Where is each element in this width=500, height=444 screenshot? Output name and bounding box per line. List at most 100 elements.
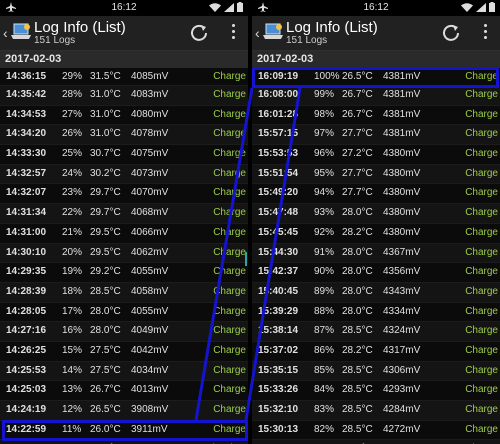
log-row[interactable]: 14:31:34 22% 29.7°C 4068mV Charge (0, 204, 248, 224)
log-row[interactable]: 15:42:37 90% 28.0°C 4356mV Charge (252, 263, 500, 283)
log-row[interactable]: 14:36:15 29% 31.5°C 4085mV Charge (0, 68, 248, 86)
airplane-icon (6, 2, 16, 12)
airplane-icon (258, 2, 268, 12)
log-row[interactable]: 14:35:42 28% 31.0°C 4083mV Charge (0, 86, 248, 106)
log-row[interactable]: 14:32:07 23% 29.7°C 4070mV Charge (0, 184, 248, 205)
log-row[interactable]: 15:39:29 88% 28.0°C 4334mV Charge (252, 303, 500, 323)
log-row[interactable]: 15:47:48 93% 28.0°C 4380mV Charge (252, 204, 500, 224)
log-time: 16:01:28 (258, 108, 299, 120)
log-row[interactable]: 14:24:19 12% 26.5°C 3908mV Charge (0, 401, 248, 421)
log-row[interactable]: 14:28:05 17% 28.0°C 4055mV Charge (0, 303, 248, 323)
log-time: 15:44:30 (258, 246, 299, 258)
log-row[interactable]: 15:40:45 89% 28.0°C 4343mV Charge (252, 282, 500, 303)
log-row[interactable]: 14:31:00 21% 29.5°C 4066mV Charge (0, 224, 248, 244)
log-temperature: 28.0°C (90, 305, 121, 317)
log-battery-percent: 27% (62, 108, 83, 120)
log-battery-percent: 12% (62, 404, 83, 415)
scroll-indicator[interactable] (245, 252, 247, 266)
log-battery-percent: 97% (314, 128, 335, 140)
log-battery-percent: 88% (314, 305, 335, 317)
log-row[interactable]: 15:28:53 81% 29.0°C 4263mV Charge (252, 440, 500, 444)
log-status: Charge (213, 266, 246, 278)
log-row[interactable]: 14:26:25 15% 27.5°C 4042mV Charge (0, 342, 248, 362)
log-row[interactable]: 15:35:15 85% 28.5°C 4306mV Charge (252, 361, 500, 382)
log-status: Charge (465, 108, 498, 120)
app-title: Log Info (List) (34, 19, 126, 36)
log-row[interactable]: 14:22:59 11% 26.0°C 3911mV Charge (0, 421, 248, 441)
log-status: Charge (465, 364, 498, 376)
refresh-icon[interactable] (442, 24, 460, 42)
log-row[interactable]: 14:34:20 26% 31.0°C 4078mV Charge (0, 125, 248, 146)
log-temperature: 26.7°C (342, 89, 373, 100)
log-voltage: 4381mV (383, 128, 421, 140)
back-arrow-icon[interactable]: ‹ (3, 25, 8, 41)
log-row[interactable]: 14:33:30 25% 30.7°C 4075mV Charge (0, 145, 248, 165)
log-row[interactable]: 15:57:15 97% 27.7°C 4381mV Charge (252, 125, 500, 146)
log-temperature: 25.7°C (90, 440, 121, 444)
log-time: 15:45:45 (258, 226, 299, 238)
log-status: Charge (465, 305, 498, 317)
log-row[interactable]: 14:22:37 10% 25.7°C 3682mV Plug (AC (0, 440, 248, 444)
log-temperature: 27.2°C (342, 148, 373, 160)
log-temperature: 28.5°C (342, 384, 373, 396)
log-row[interactable]: 14:25:03 13% 26.7°C 4013mV Charge (0, 381, 248, 401)
log-battery-percent: 95% (314, 167, 335, 179)
log-battery-percent: 19% (62, 266, 83, 278)
log-time: 14:22:37 (6, 440, 46, 444)
log-row[interactable]: 15:45:45 92% 28.2°C 4380mV Charge (252, 224, 500, 244)
log-row[interactable]: 15:30:13 82% 28.5°C 4272mV Charge (252, 421, 500, 441)
log-row[interactable]: 16:09:19 100% 26.5°C 4381mV Charge (252, 68, 500, 86)
log-temperature: 31.0°C (90, 108, 121, 120)
log-battery-percent: 94% (314, 187, 335, 199)
log-time: 15:32:10 (258, 404, 299, 415)
log-row[interactable]: 14:34:53 27% 31.0°C 4080mV Charge (0, 106, 248, 126)
log-status: Charge (213, 364, 246, 376)
log-voltage: 4068mV (131, 207, 169, 219)
log-temperature: 27.7°C (342, 128, 373, 140)
log-status: Charge (213, 285, 246, 297)
log-time: 15:57:15 (258, 128, 299, 140)
log-voltage: 4334mV (383, 305, 421, 317)
log-row[interactable]: 14:32:57 24% 30.2°C 4073mV Charge (0, 164, 248, 185)
log-time: 16:08:00 (258, 89, 299, 100)
log-row[interactable]: 14:29:35 19% 29.2°C 4055mV Charge (0, 263, 248, 283)
log-status: Charge (465, 384, 498, 396)
log-row[interactable]: 16:01:28 98% 26.7°C 4381mV Charge (252, 106, 500, 126)
right-screen: 16:12 ‹ Log Info (List) 151 Logs 2017-02… (252, 0, 500, 444)
log-row[interactable]: 14:30:10 20% 29.5°C 4062mV Charge (0, 243, 248, 264)
log-row[interactable]: 15:37:02 86% 28.2°C 4317mV Charge (252, 342, 500, 362)
log-row[interactable]: 15:38:14 87% 28.5°C 4324mV Charge (252, 322, 500, 342)
log-row[interactable]: 14:28:39 18% 28.5°C 4058mV Charge (0, 282, 248, 303)
log-time: 14:35:42 (6, 89, 47, 100)
log-status: Charge (213, 423, 246, 435)
log-row[interactable]: 15:49:20 94% 27.7°C 4380mV Charge (252, 184, 500, 205)
wifi-icon (461, 2, 473, 12)
overflow-menu-icon[interactable] (482, 24, 488, 42)
log-row[interactable]: 15:33:26 84% 28.5°C 4293mV Charge (252, 381, 500, 401)
log-time: 14:25:53 (6, 364, 47, 376)
overflow-menu-icon[interactable] (230, 24, 236, 42)
log-row[interactable]: 15:53:53 96% 27.2°C 4380mV Charge (252, 145, 500, 165)
log-temperature: 26.7°C (342, 108, 373, 120)
log-battery-percent: 23% (62, 187, 83, 199)
log-battery-percent: 29% (62, 71, 83, 82)
log-time: 15:35:15 (258, 364, 299, 376)
log-battery-percent: 91% (314, 246, 335, 258)
log-row[interactable]: 14:27:16 16% 28.0°C 4049mV Charge (0, 322, 248, 342)
log-row[interactable]: 14:25:53 14% 27.5°C 4034mV Charge (0, 361, 248, 382)
back-arrow-icon[interactable]: ‹ (255, 25, 260, 41)
log-voltage: 4381mV (383, 71, 421, 82)
log-row[interactable]: 15:44:30 91% 28.0°C 4367mV Charge (252, 243, 500, 264)
wifi-icon (209, 2, 221, 12)
log-voltage: 4381mV (383, 108, 421, 120)
log-battery-percent: 22% (62, 207, 83, 219)
log-row[interactable]: 15:32:10 83% 28.5°C 4284mV Charge (252, 401, 500, 421)
log-temperature: 31.0°C (90, 89, 121, 100)
refresh-icon[interactable] (190, 24, 208, 42)
log-status: Charge (213, 71, 246, 82)
log-voltage: 4293mV (383, 384, 421, 396)
log-row[interactable]: 16:08:00 99% 26.7°C 4381mV Charge (252, 86, 500, 106)
log-row[interactable]: 15:51:54 95% 27.7°C 4380mV Charge (252, 164, 500, 185)
log-time: 15:38:14 (258, 325, 299, 337)
log-battery-percent: 28% (62, 89, 83, 100)
